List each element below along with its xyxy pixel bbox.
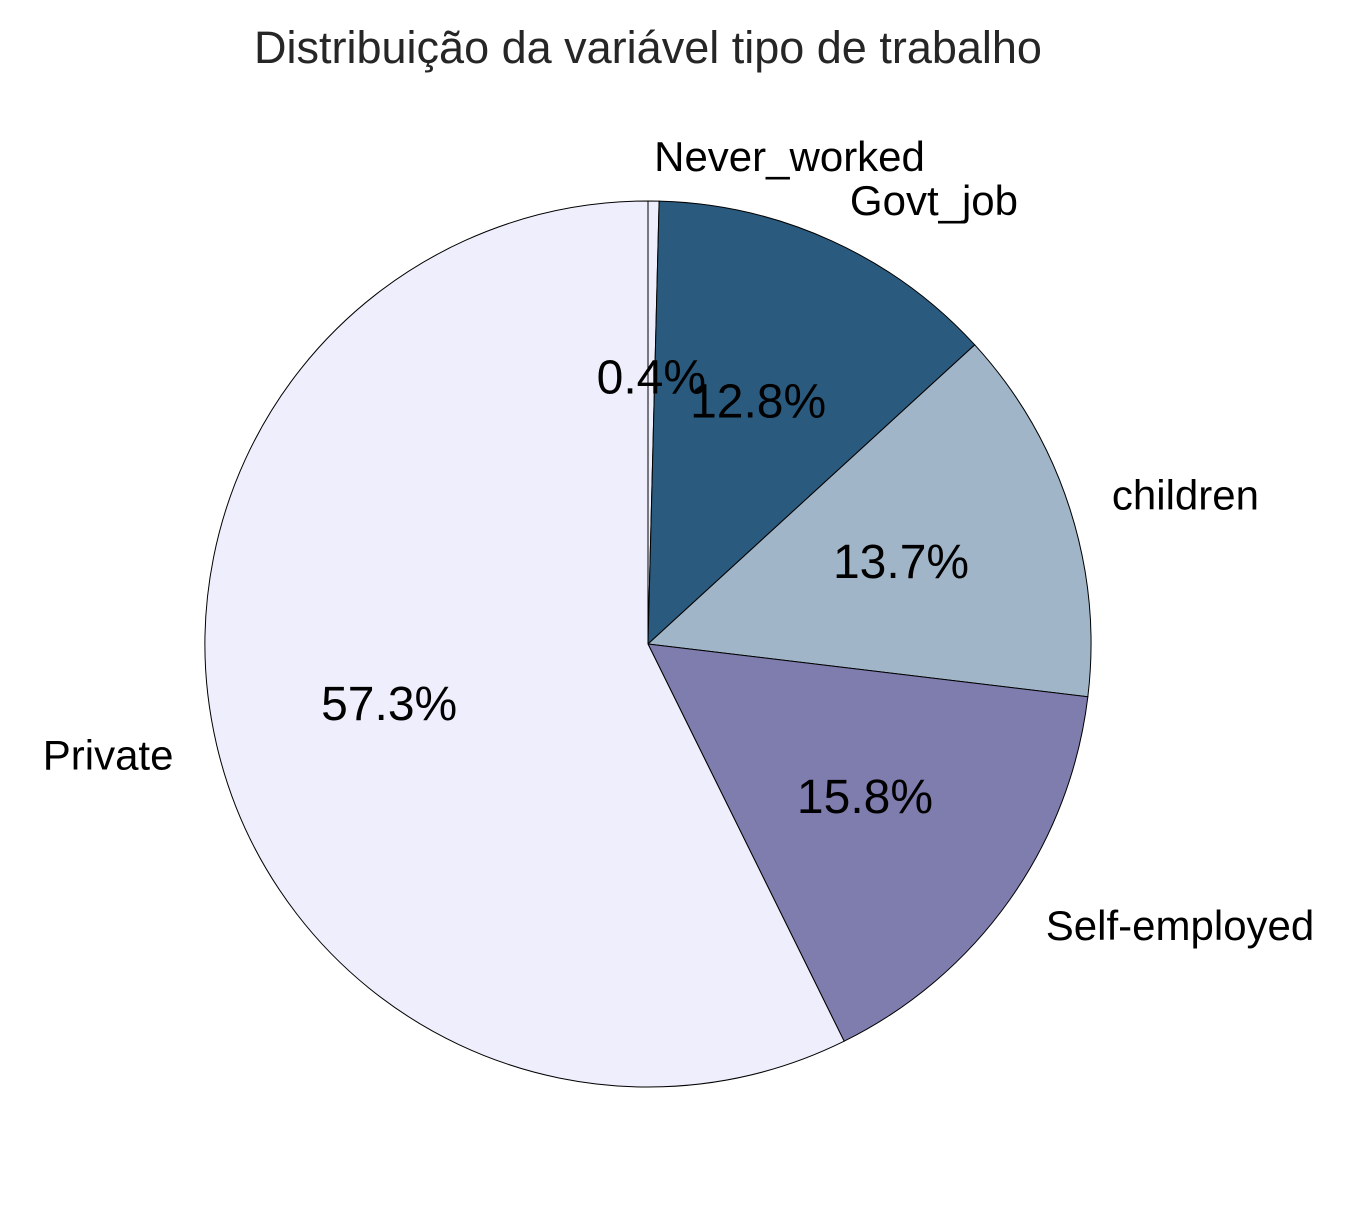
slice-label-children: children — [1112, 471, 1259, 518]
pie-slice-self-employed — [647, 643, 1089, 1042]
pct-label-children: 13.7% — [833, 536, 969, 589]
slice-label-govt-job: Govt_job — [850, 177, 1018, 224]
pie-slice-private — [204, 200, 845, 1088]
pct-label-never-worked: 0.4% — [597, 352, 706, 405]
pie-labels: Never_worked 0.4% Govt_job 12.8% children 13.… — [43, 133, 1315, 949]
chart-title: Distribuição da variável tipo de trabalh… — [254, 22, 1042, 73]
pie-slices — [204, 200, 1092, 1088]
pct-label-govt-job: 12.8% — [690, 376, 826, 429]
slice-label-never-worked: Never_worked — [654, 133, 925, 180]
slice-label-private: Private — [43, 731, 174, 778]
pct-label-self-employed: 15.8% — [797, 771, 933, 824]
pie-slice-children — [646, 344, 1092, 698]
slice-label-self-employed: Self-employed — [1046, 902, 1314, 949]
pie-slice-govt-job — [647, 200, 976, 646]
pct-label-private: 57.3% — [321, 678, 457, 731]
